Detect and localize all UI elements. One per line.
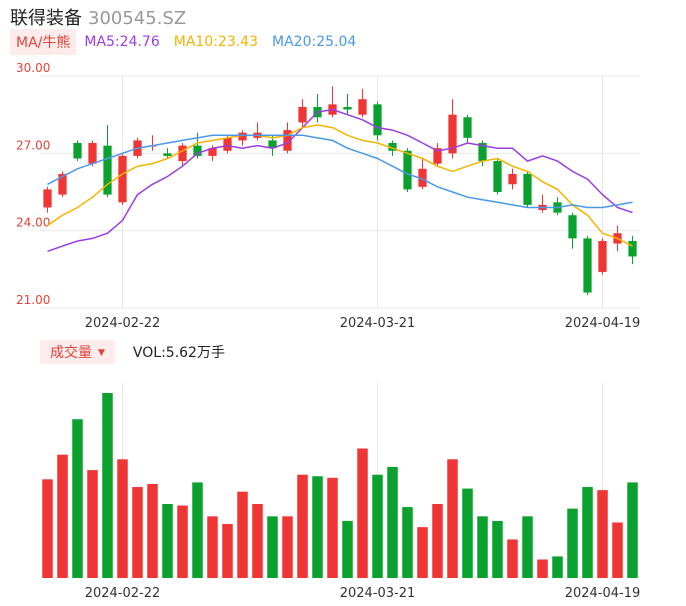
volume-bar <box>507 539 518 578</box>
candle-body <box>583 238 592 293</box>
candle-body <box>208 148 217 156</box>
date-axis-label: 2024-04-19 <box>565 316 641 331</box>
candle-body <box>568 215 577 239</box>
volume-bar <box>402 507 413 578</box>
volume-bar <box>477 516 488 578</box>
ma20-line <box>47 134 633 209</box>
volume-bar <box>102 393 113 578</box>
volume-bar <box>582 487 593 578</box>
volume-bar <box>192 482 203 578</box>
volume-bar <box>222 524 233 578</box>
candle-body <box>598 240 607 272</box>
candle-body <box>523 173 532 205</box>
volume-bar <box>42 479 53 578</box>
date-axis-label: 2024-02-22 <box>85 316 161 331</box>
volume-bar <box>237 491 248 578</box>
candle-body <box>403 150 412 190</box>
volume-bar <box>567 508 578 578</box>
price-axis-label: 27.00 <box>16 138 50 152</box>
candle-body <box>103 145 112 195</box>
volume-bar <box>552 556 563 578</box>
volume-indicator-selector[interactable]: 成交量 ▼ <box>40 340 115 364</box>
candle-body <box>463 117 472 138</box>
candle-body <box>373 104 382 136</box>
volume-bar <box>147 483 158 578</box>
date-axis-label: 2024-03-21 <box>340 316 416 331</box>
candle-body <box>178 145 187 162</box>
candle-body <box>238 132 247 141</box>
ma10-line <box>47 124 633 247</box>
volume-bar <box>447 459 458 578</box>
candle-body <box>88 143 97 164</box>
volume-bar <box>252 504 263 578</box>
ma-indicator-selector[interactable]: MA/牛熊 <box>10 29 77 55</box>
dropdown-arrow-icon: ▼ <box>98 348 105 358</box>
volume-bar <box>132 487 143 578</box>
volume-bar <box>387 467 398 578</box>
candle-body <box>193 145 202 156</box>
candle-body <box>118 155 127 203</box>
stock-code: 300545.SZ <box>88 8 187 29</box>
volume-bar <box>207 516 218 578</box>
candle-body <box>493 161 502 192</box>
volume-bar <box>327 477 338 578</box>
volume-bar <box>312 476 323 578</box>
volume-bar <box>597 490 608 578</box>
candle-body <box>223 137 232 151</box>
volume-date-axis-label: 2024-02-22 <box>85 586 161 601</box>
volume-bar <box>117 459 128 578</box>
price-axis-label: 21.00 <box>16 293 50 307</box>
candle-body <box>163 153 172 156</box>
volume-tag-label: 成交量 <box>50 345 92 361</box>
candle-body <box>43 189 52 208</box>
ma5-line <box>47 108 633 253</box>
ma20-label: MA20:25.04 <box>272 34 357 50</box>
volume-bar <box>372 474 383 578</box>
volume-value: VOL:5.62万手 <box>132 345 225 361</box>
ma-legend: MA/牛熊 MA5:24.76 MA10:23.43 MA20:25.04 <box>10 29 370 55</box>
volume-bar <box>297 474 308 578</box>
candle-body <box>73 143 82 159</box>
candle-body <box>388 143 397 151</box>
candle-body <box>478 143 487 162</box>
price-axis-label: 24.00 <box>16 216 50 230</box>
volume-bar <box>522 516 533 578</box>
volume-bar <box>627 482 638 578</box>
volume-bar <box>537 559 548 578</box>
volume-bar <box>162 504 173 578</box>
volume-bar <box>342 520 353 578</box>
candle-body <box>268 140 277 149</box>
volume-bar <box>87 470 98 578</box>
candle-body <box>508 173 517 185</box>
stock-title: 联得装备 300545.SZ <box>10 4 186 30</box>
candle-body <box>448 114 457 154</box>
volume-bar <box>357 448 368 578</box>
candle-body <box>283 130 292 151</box>
volume-bar <box>282 516 293 578</box>
volume-date-axis-label: 2024-03-21 <box>340 586 416 601</box>
volume-legend: 成交量 ▼ VOL:5.62万手 <box>40 340 225 364</box>
volume-bar <box>72 419 83 578</box>
candle-body <box>418 168 427 187</box>
candle-body <box>343 106 352 110</box>
volume-date-axis-label: 2024-04-19 <box>565 586 641 601</box>
candle-body <box>433 148 442 164</box>
volume-bar <box>612 522 623 578</box>
stock-name: 联得装备 <box>10 8 82 29</box>
candle-body <box>358 99 367 115</box>
volume-bar <box>462 488 473 578</box>
volume-bar <box>432 504 443 578</box>
volume-bar <box>267 516 278 578</box>
volume-bar <box>177 505 188 578</box>
ma10-label: MA10:23.43 <box>173 34 259 50</box>
candle-body <box>298 106 307 123</box>
candle-body <box>628 240 637 257</box>
ma5-label: MA5:24.76 <box>84 34 160 50</box>
volume-bar <box>57 454 68 578</box>
candle-body <box>58 173 67 195</box>
volume-bar <box>417 527 428 578</box>
volume-bar <box>492 520 503 578</box>
price-axis-label: 30.00 <box>16 61 50 75</box>
